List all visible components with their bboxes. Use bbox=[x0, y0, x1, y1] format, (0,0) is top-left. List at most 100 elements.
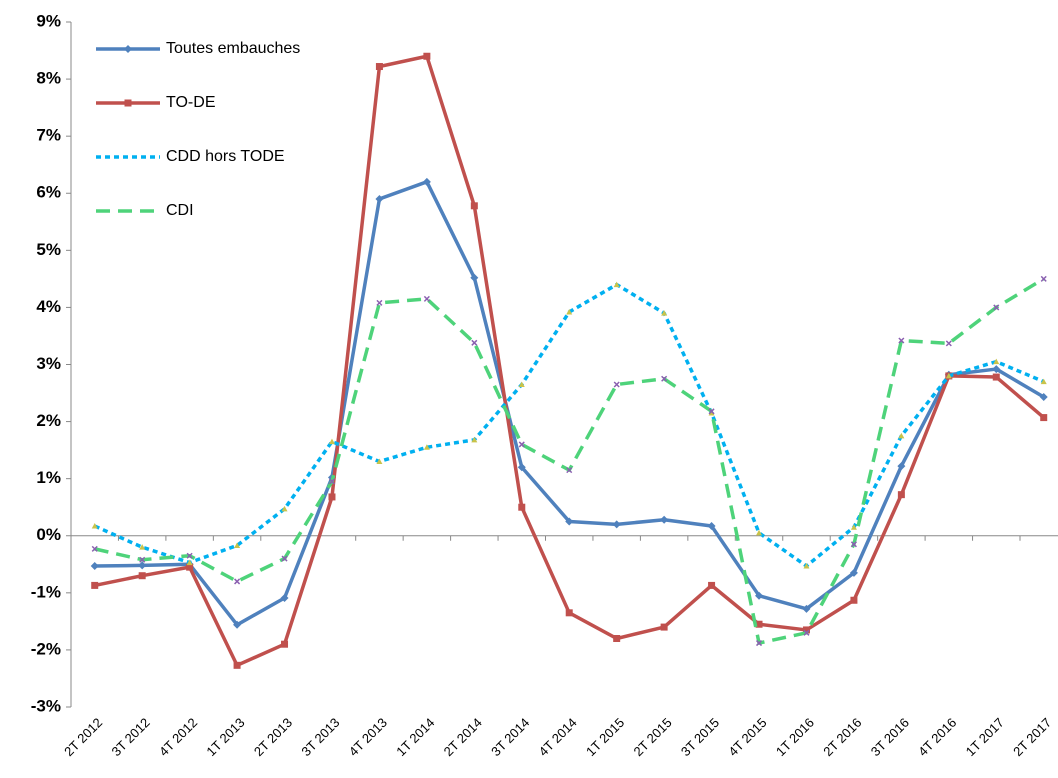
x-tick-label: 4T 2016 bbox=[915, 715, 959, 759]
point bbox=[756, 529, 763, 536]
point bbox=[565, 609, 573, 617]
y-tick-label: -1% bbox=[31, 582, 61, 601]
series bbox=[90, 177, 1048, 629]
point bbox=[992, 365, 1001, 374]
x-tick-label: 3T 2012 bbox=[109, 715, 153, 759]
point bbox=[422, 177, 431, 186]
point bbox=[91, 581, 99, 589]
point bbox=[281, 640, 289, 648]
point bbox=[91, 523, 98, 529]
point bbox=[138, 572, 146, 580]
x-tick-label: 2T 2015 bbox=[631, 715, 675, 759]
point bbox=[375, 63, 383, 71]
point bbox=[898, 337, 905, 344]
point bbox=[850, 524, 857, 530]
point bbox=[281, 555, 288, 562]
series bbox=[91, 281, 1047, 569]
y-tick-label: 5% bbox=[36, 240, 61, 259]
point bbox=[518, 441, 525, 448]
x-tick-label: 2T 2016 bbox=[820, 715, 864, 759]
point bbox=[517, 463, 526, 472]
point bbox=[376, 299, 383, 306]
y-tick-label: -3% bbox=[31, 696, 61, 715]
x-tick-label: 4T 2012 bbox=[156, 715, 200, 759]
point bbox=[992, 373, 1000, 381]
point bbox=[470, 273, 479, 282]
point bbox=[945, 372, 952, 379]
point bbox=[90, 562, 99, 571]
point bbox=[707, 522, 716, 531]
point bbox=[91, 545, 98, 552]
point bbox=[661, 310, 668, 316]
point bbox=[328, 478, 336, 485]
point bbox=[755, 620, 763, 628]
x-tick-label: 1T 2017 bbox=[963, 715, 1007, 759]
point bbox=[708, 410, 715, 416]
x-tick-label: 4T 2015 bbox=[725, 715, 769, 759]
point bbox=[565, 517, 574, 526]
point bbox=[612, 520, 621, 529]
point bbox=[613, 381, 620, 388]
point bbox=[708, 408, 715, 415]
point bbox=[186, 552, 193, 559]
point bbox=[1040, 378, 1047, 385]
point bbox=[1040, 275, 1047, 282]
legend-marker bbox=[124, 45, 132, 53]
y-tick-label: 4% bbox=[36, 297, 61, 316]
point bbox=[423, 444, 430, 450]
point bbox=[186, 563, 194, 571]
y-tick-label: 1% bbox=[36, 468, 61, 487]
point bbox=[423, 295, 430, 302]
point bbox=[375, 194, 384, 203]
x-tick-label: 1T 2013 bbox=[203, 715, 247, 759]
point bbox=[328, 438, 335, 445]
point bbox=[803, 629, 810, 636]
x-tick-label: 2T 2017 bbox=[1010, 715, 1054, 759]
point bbox=[755, 640, 763, 647]
y-tick-label: 0% bbox=[36, 525, 61, 544]
x-tick-label: 4T 2013 bbox=[346, 715, 390, 759]
point bbox=[613, 635, 621, 642]
series-line bbox=[94, 180, 1045, 627]
point bbox=[897, 462, 906, 471]
x-tick-label: 3T 2016 bbox=[868, 715, 912, 759]
point bbox=[802, 626, 810, 634]
y-tick-label: 2% bbox=[36, 411, 61, 430]
y-tick-label: 7% bbox=[36, 126, 61, 145]
point bbox=[566, 308, 573, 315]
point bbox=[897, 491, 905, 499]
point bbox=[993, 358, 1000, 365]
point bbox=[518, 381, 525, 387]
x-tick-label: 1T 2016 bbox=[773, 715, 817, 759]
x-tick-label: 1T 2014 bbox=[393, 715, 437, 759]
series bbox=[91, 52, 1048, 669]
x-tick-label: 2T 2014 bbox=[441, 715, 485, 759]
point bbox=[234, 542, 241, 548]
point bbox=[471, 339, 478, 346]
point bbox=[281, 505, 288, 512]
x-tick-label: 1T 2015 bbox=[583, 715, 627, 759]
point bbox=[1040, 414, 1048, 422]
y-tick-label: 9% bbox=[36, 11, 61, 30]
point bbox=[850, 596, 858, 604]
y-tick-label: 6% bbox=[36, 183, 61, 202]
point bbox=[280, 593, 289, 602]
x-tick-label: 3T 2013 bbox=[298, 715, 342, 759]
point bbox=[139, 556, 146, 563]
point bbox=[708, 581, 716, 589]
point bbox=[328, 493, 336, 501]
point bbox=[233, 661, 241, 669]
point bbox=[138, 561, 147, 570]
point bbox=[234, 578, 241, 585]
x-tick-label: 4T 2014 bbox=[536, 715, 580, 759]
legend-label: CDD hors TODE bbox=[166, 148, 285, 165]
point bbox=[376, 458, 383, 465]
x-tick-label: 2T 2013 bbox=[251, 715, 295, 759]
point bbox=[613, 281, 620, 288]
point bbox=[850, 541, 857, 548]
point bbox=[186, 559, 193, 566]
point bbox=[755, 591, 764, 600]
legend-label: Toutes embauches bbox=[166, 40, 300, 57]
point bbox=[661, 375, 668, 382]
